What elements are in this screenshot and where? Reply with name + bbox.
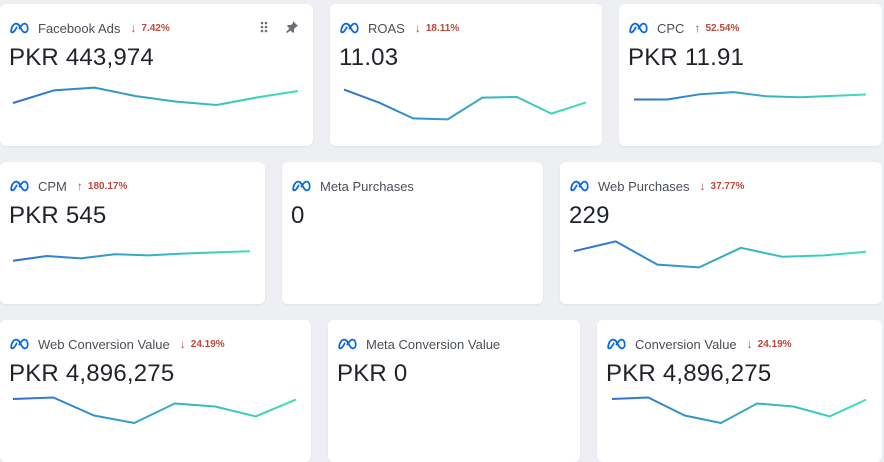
card-title: ROAS [368, 20, 405, 36]
card-header: CPC ↑ 52.54% [628, 19, 739, 37]
metric-value: PKR 11.91 [628, 44, 745, 71]
metric-card[interactable]: ROAS ↓ 18.11% 11.03 [330, 4, 602, 146]
card-title: Conversion Value [635, 336, 737, 352]
meta-logo-icon [339, 21, 361, 35]
delta-value: 7.42% [141, 22, 170, 34]
metric-card[interactable]: Facebook Ads ↓ 7.42% PKR 443,974 [0, 4, 313, 146]
delta-value: 24.19% [190, 338, 225, 350]
metric-card[interactable]: Meta Purchases 0 [282, 162, 543, 304]
metric-value: PKR 0 [337, 360, 408, 387]
delta-badge: ↓ 37.77% [700, 179, 745, 193]
sparkline-chart [12, 86, 299, 106]
arrow-down-icon: ↓ [746, 337, 753, 351]
meta-logo-icon [606, 337, 628, 351]
card-header: Facebook Ads ↓ 7.42% [9, 19, 170, 37]
delta-badge: ↑ 52.54% [694, 21, 739, 35]
sparkline-chart [12, 396, 297, 424]
sparkline-chart [296, 289, 527, 291]
card-header: CPM ↑ 180.17% [9, 177, 127, 195]
sparkline-chart [634, 91, 867, 101]
metric-card[interactable]: Web Conversion Value ↓ 24.19% PKR 4,896,275 [0, 320, 311, 462]
metric-value: 229 [569, 202, 610, 229]
meta-logo-icon [291, 179, 313, 193]
delta-badge: ↓ 24.19% [180, 337, 225, 351]
sparkline-series [573, 240, 867, 269]
metric-card[interactable]: CPM ↑ 180.17% PKR 545 [0, 162, 265, 304]
metric-card[interactable]: CPC ↑ 52.54% PKR 11.91 [619, 4, 882, 146]
metric-value: PKR 4,896,275 [606, 360, 772, 387]
sparkline-series [12, 396, 297, 424]
card-header: Web Conversion Value ↓ 24.19% [9, 335, 225, 353]
delta-badge: ↓ 7.42% [130, 21, 169, 35]
sparkline-chart [573, 240, 867, 269]
delta-value: 180.17% [87, 180, 128, 192]
sparkline-chart [12, 250, 251, 262]
card-title: Web Purchases [598, 178, 690, 194]
arrow-up-icon: ↑ [76, 179, 83, 193]
card-header: Web Purchases ↓ 37.77% [569, 177, 744, 195]
metric-value: 0 [291, 202, 305, 229]
meta-logo-icon [628, 21, 650, 35]
meta-logo-icon [9, 337, 31, 351]
delta-badge: ↓ 24.19% [747, 337, 792, 351]
metric-card[interactable]: Web Purchases ↓ 37.77% 229 [560, 162, 882, 304]
card-header: ROAS ↓ 18.11% [339, 19, 459, 37]
sparkline-series [343, 88, 587, 121]
delta-value: 52.54% [705, 22, 740, 34]
delta-value: 24.19% [757, 338, 792, 350]
delta-badge: ↑ 180.17% [77, 179, 127, 193]
delta-value: 18.11% [425, 22, 460, 34]
arrow-up-icon: ↑ [694, 21, 701, 35]
sparkline-chart [343, 445, 566, 447]
delta-value: 37.77% [710, 180, 745, 192]
meta-logo-icon [9, 21, 31, 35]
metric-card[interactable]: Meta Conversion Value PKR 0 [328, 320, 580, 462]
delta-badge: ↓ 18.11% [415, 21, 459, 35]
sparkline-series [12, 250, 251, 262]
metric-value: 11.03 [339, 44, 399, 71]
meta-logo-icon [9, 179, 31, 193]
pin-icon[interactable] [285, 20, 299, 34]
card-header: Meta Purchases [291, 177, 414, 195]
metric-value: PKR 4,896,275 [9, 360, 175, 387]
sparkline-chart [343, 88, 587, 121]
sparkline-chart [611, 396, 867, 424]
card-title: Meta Purchases [320, 178, 414, 194]
card-header: Conversion Value ↓ 24.19% [606, 335, 792, 353]
meta-logo-icon [337, 337, 359, 351]
drag-handle-icon[interactable] [257, 20, 271, 34]
card-tools [257, 20, 299, 34]
sparkline-series [611, 396, 867, 424]
card-title: CPM [38, 178, 67, 194]
card-title: Facebook Ads [38, 20, 121, 36]
sparkline-series [12, 86, 299, 106]
card-title: Meta Conversion Value [366, 336, 501, 352]
card-title: CPC [657, 20, 685, 36]
metric-card[interactable]: Conversion Value ↓ 24.19% PKR 4,896,275 [597, 320, 882, 462]
sparkline-series [634, 91, 867, 101]
card-header: Meta Conversion Value [337, 335, 500, 353]
card-title: Web Conversion Value [38, 336, 170, 352]
meta-logo-icon [569, 179, 591, 193]
arrow-down-icon: ↓ [414, 21, 421, 35]
arrow-down-icon: ↓ [179, 337, 186, 351]
metric-value: PKR 443,974 [9, 44, 154, 71]
arrow-down-icon: ↓ [130, 21, 137, 35]
arrow-down-icon: ↓ [699, 179, 706, 193]
metric-value: PKR 545 [9, 202, 107, 229]
